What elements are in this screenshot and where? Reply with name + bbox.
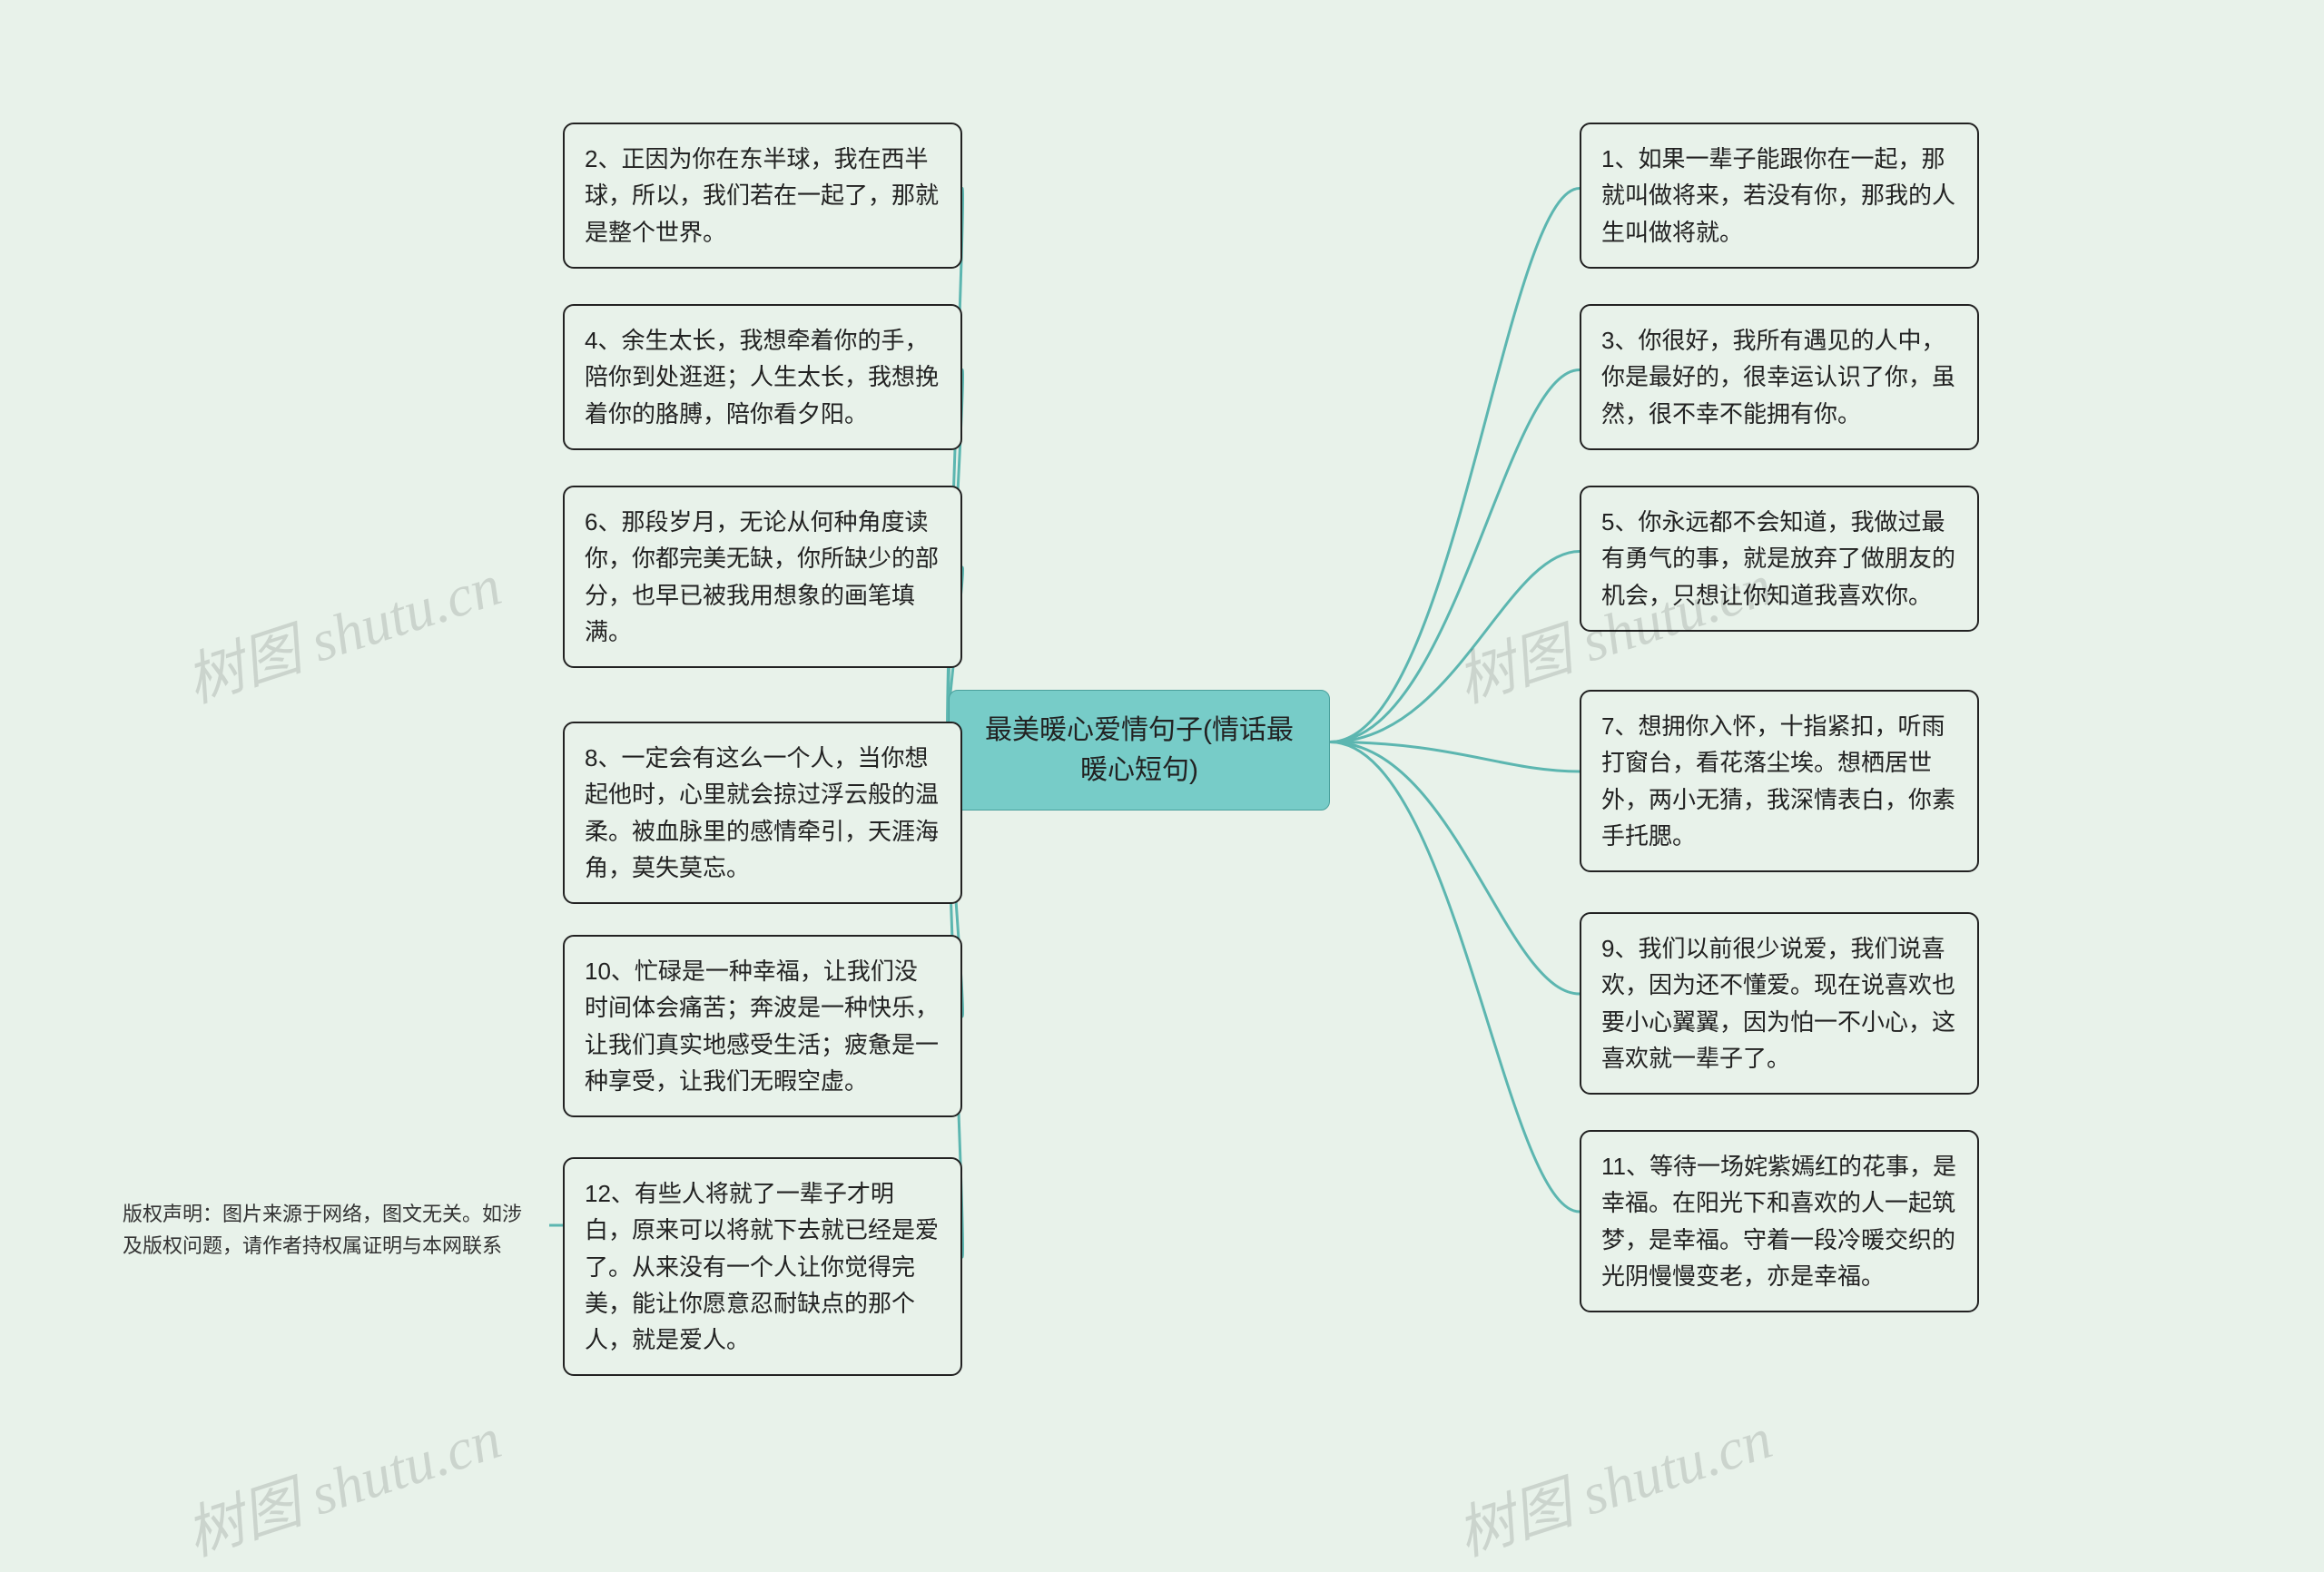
- watermark: 树图 shutu.cn: [174, 539, 510, 719]
- branch-node-left-3: 8、一定会有这么一个人，当你想起他时，心里就会掠过浮云般的温柔。被血脉里的感情牵…: [563, 722, 962, 904]
- branch-node-left-4: 10、忙碌是一种幸福，让我们没时间体会痛苦；奔波是一种快乐，让我们真实地感受生活…: [563, 935, 962, 1117]
- branch-node-right-2: 5、你永远都不会知道，我做过最有勇气的事，就是放弃了做朋友的机会，只想让你知道我…: [1580, 486, 1979, 632]
- mindmap-canvas: 最美暖心爱情句子(情话最 暖心短句) 2、正因为你在东半球，我在西半球，所以，我…: [0, 0, 2324, 1553]
- branch-node-right-0: 1、如果一辈子能跟你在一起，那就叫做将来，若没有你，那我的人生叫做将就。: [1580, 123, 1979, 269]
- branch-node-right-3: 7、想拥你入怀，十指紧扣，听雨打窗台，看花落尘埃。想栖居世外，两小无猜，我深情表…: [1580, 690, 1979, 872]
- branch-node-right-1: 3、你很好，我所有遇见的人中，你是最好的，很幸运认识了你，虽然，很不幸不能拥有你…: [1580, 304, 1979, 450]
- watermark: 树图 shutu.cn: [174, 1392, 510, 1572]
- branch-node-left-0: 2、正因为你在东半球，我在西半球，所以，我们若在一起了，那就是整个世界。: [563, 123, 962, 269]
- branch-node-right-5: 11、等待一场姹紫嫣红的花事，是幸福。在阳光下和喜欢的人一起筑梦，是幸福。守着一…: [1580, 1130, 1979, 1312]
- copyright-notice: 版权声明：图片来源于网络，图文无关。如涉 及版权问题，请作者持权属证明与本网联系: [123, 1198, 549, 1262]
- branch-node-left-1: 4、余生太长，我想牵着你的手，陪你到处逛逛；人生太长，我想挽着你的胳膊，陪你看夕…: [563, 304, 962, 450]
- branch-node-right-4: 9、我们以前很少说爱，我们说喜欢，因为还不懂爱。现在说喜欢也要小心翼翼，因为怕一…: [1580, 912, 1979, 1095]
- center-node: 最美暖心爱情句子(情话最 暖心短句): [949, 690, 1330, 811]
- branch-node-left-5: 12、有些人将就了一辈子才明白，原来可以将就下去就已经是爱了。从来没有一个人让你…: [563, 1157, 962, 1376]
- branch-node-left-2: 6、那段岁月，无论从何种角度读你，你都完美无缺，你所缺少的部分，也早已被我用想象…: [563, 486, 962, 668]
- watermark: 树图 shutu.cn: [1445, 1392, 1781, 1572]
